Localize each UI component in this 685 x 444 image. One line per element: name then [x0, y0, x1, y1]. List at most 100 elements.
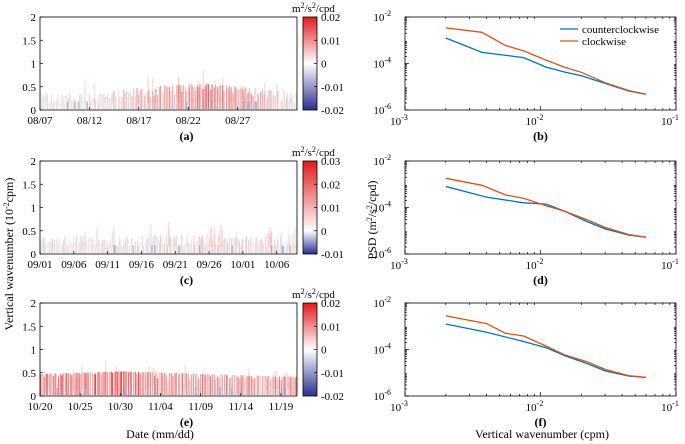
- heatmap-cell: [198, 378, 200, 396]
- heatmap-cell: [283, 91, 285, 110]
- heatmap-cell: [249, 375, 251, 395]
- heatmap-cell: [111, 371, 113, 396]
- heatmap-cell: [237, 237, 239, 254]
- heatmap-cell: [121, 97, 123, 110]
- heatmap-cell: [226, 242, 228, 253]
- heatmap-cell: [149, 96, 151, 110]
- heatmap-cell: [258, 242, 260, 253]
- heatmap-cell: [47, 94, 49, 109]
- heatmap-neg-cell: [219, 387, 221, 395]
- heatmap-cell: [213, 374, 215, 396]
- heatmap-faint-cell: [276, 83, 278, 103]
- heatmap-cell: [211, 374, 213, 395]
- heatmap-cell: [198, 87, 200, 109]
- heatmap-neg-cell: [198, 245, 201, 253]
- heatmap-cell: [61, 244, 63, 253]
- heatmap-cell: [81, 236, 83, 254]
- heatmap-cell: [196, 373, 198, 396]
- heatmap-cell: [148, 90, 150, 110]
- heatmap-cell: [148, 372, 150, 395]
- heatmap-cell: [88, 237, 90, 254]
- heatmap-faint-cell: [233, 94, 236, 103]
- series-line-clockwise: [445, 27, 647, 95]
- y-tick-label: 10-6: [373, 246, 391, 261]
- heatmap-cell: [94, 98, 96, 110]
- heatmap-cell: [53, 239, 55, 254]
- heatmap-cell: [119, 96, 121, 110]
- line-axes: [404, 160, 677, 255]
- heatmap-cell: [156, 95, 158, 110]
- heatmap-cell: [154, 375, 156, 396]
- heatmap-cell: [116, 371, 118, 396]
- heatmap-cell: [139, 373, 141, 396]
- heatmap-cell: [193, 87, 195, 110]
- heatmap-cell: [240, 375, 242, 396]
- panel-label: (c): [180, 273, 193, 287]
- heatmap-cell: [119, 236, 121, 254]
- heatmap-neg-cell: [246, 101, 248, 109]
- colorbar-tick-label: 0.02: [321, 298, 340, 310]
- heatmap-cell: [78, 372, 80, 396]
- heatmap-faint-cell: [266, 376, 268, 389]
- heatmap-cell: [162, 373, 164, 396]
- heatmap-cell: [280, 379, 282, 396]
- heatmap-cell: [249, 237, 251, 254]
- heatmap-cell: [49, 373, 51, 395]
- series-line-clockwise: [445, 315, 646, 379]
- heatmap-cell: [120, 371, 122, 396]
- panel-label: (f): [535, 415, 547, 429]
- heatmap-faint-cell: [136, 87, 139, 103]
- heatmap-bg: [40, 17, 297, 110]
- heatmap-cell: [174, 236, 176, 253]
- heatmap-cell: [169, 86, 171, 110]
- heatmap-cell: [237, 377, 239, 396]
- heatmap-cell: [71, 243, 73, 254]
- heatmap-cell: [292, 95, 294, 109]
- y-tick-label: 10-4: [373, 56, 391, 71]
- heatmap-neg-cell: [74, 101, 76, 109]
- heatmap-cell: [135, 96, 137, 110]
- heatmap-cell: [97, 372, 99, 395]
- heatmap-cell: [220, 374, 222, 396]
- heatmap-cell: [251, 376, 253, 395]
- heatmap-cell: [184, 373, 186, 396]
- heatmap-cell: [193, 243, 195, 254]
- heatmap-faint-cell: [278, 385, 280, 390]
- heatmap-cell: [215, 243, 217, 254]
- heatmap-cell: [186, 241, 188, 254]
- heatmap-cell: [146, 372, 148, 396]
- heatmap-cell: [161, 244, 163, 254]
- heatmap-cell: [208, 84, 210, 110]
- heatmap-cell: [208, 238, 210, 254]
- heatmap-cell: [285, 245, 287, 254]
- heatmap-cell: [280, 100, 282, 110]
- heatmap-faint-cell: [84, 82, 86, 103]
- y-tick-label: 0.5: [22, 368, 36, 380]
- heatmap-cell: [189, 84, 191, 109]
- heatmap-cell: [143, 95, 145, 110]
- heatmap-neg-cell: [86, 101, 88, 109]
- heatmap-cell: [165, 375, 167, 396]
- heatmap-cell: [206, 84, 208, 109]
- x-tick-label: 10-3: [390, 113, 408, 128]
- heatmap-cell: [170, 91, 172, 109]
- heatmap-cell: [66, 244, 68, 254]
- heatmap-cell: [95, 243, 97, 253]
- heatmap-cell: [261, 376, 263, 396]
- heatmap-cell: [185, 373, 187, 395]
- heatmap-faint-cell: [209, 228, 212, 247]
- x-tick-label: 09/01: [27, 259, 52, 271]
- heatmap-cell: [280, 236, 282, 254]
- heatmap-cell: [235, 234, 237, 254]
- heatmap-cell: [234, 237, 236, 253]
- heatmap-cell: [71, 375, 73, 396]
- colorbar-tick-label: -0.01: [321, 249, 344, 261]
- heatmap-neg-cell: [248, 101, 250, 109]
- heatmap-cell: [88, 372, 90, 396]
- heatmap-cell: [165, 235, 167, 254]
- heatmap-cell: [179, 373, 181, 396]
- heatmap-cell: [102, 239, 104, 254]
- heatmap-cell: [257, 375, 259, 396]
- heatmap-neg-cell: [67, 101, 69, 109]
- x-tick-label: 11/19: [269, 401, 294, 413]
